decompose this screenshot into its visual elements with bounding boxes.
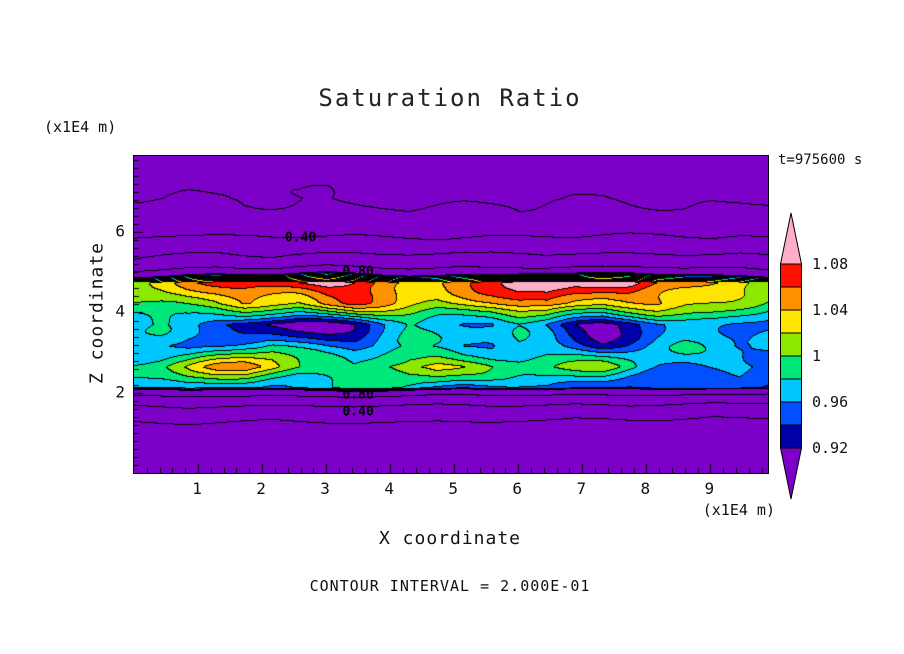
colorbar-tick-label: 0.92: [812, 439, 849, 457]
colorbar-segment: [780, 355, 802, 380]
colorbar: [779, 212, 803, 500]
colorbar-segment: [780, 263, 802, 288]
contour-line-label: 0.80: [342, 387, 374, 403]
colorbar-tick-label: 1.08: [812, 255, 849, 273]
colorbar-svg: [779, 212, 803, 500]
colorbar-segment: [780, 378, 802, 403]
x-tick-label: 4: [384, 479, 394, 498]
z-tick-label: 2: [115, 382, 125, 402]
colorbar-segment: [780, 286, 802, 311]
colorbar-top-arrow: [779, 212, 803, 265]
contour-interval-annotation: CONTOUR INTERVAL = 2.000E-01: [309, 577, 591, 595]
contour-field-canvas: [134, 156, 768, 473]
chart-title: Saturation Ratio: [318, 84, 582, 112]
time-annotation: t=975600 s: [778, 152, 863, 168]
x-tick-label: 2: [256, 479, 266, 498]
x-axis-unit-label: (x1E4 m): [702, 501, 775, 519]
contour-line-label: 0.40: [342, 404, 374, 420]
x-tick-label: 8: [640, 479, 651, 498]
x-tick-label: 7: [576, 479, 587, 498]
colorbar-bottom-arrow: [779, 447, 803, 500]
x-axis-label: X coordinate: [378, 528, 522, 549]
colorbar-segment: [780, 332, 802, 357]
contour-plot-area: 0.40 0.80 0.80 0.40: [133, 155, 769, 474]
x-tick-label: 6: [512, 479, 523, 498]
y-axis-label: Z coordinate: [86, 241, 108, 385]
x-tick-label: 1: [192, 479, 202, 498]
y-axis-unit-label: (x1E4 m): [44, 118, 117, 136]
x-tick-label: 3: [320, 479, 330, 498]
colorbar-segment: [780, 401, 802, 426]
colorbar-tick-label: 1: [812, 347, 822, 365]
colorbar-tick-label: 1.04: [812, 301, 849, 319]
colorbar-tick-label: 0.96: [812, 393, 849, 411]
x-tick-label: 5: [448, 479, 459, 498]
z-tick-label: 4: [115, 301, 125, 321]
colorbar-segment: [780, 424, 802, 449]
z-tick-label: 6: [115, 221, 125, 241]
contour-line-label: 0.80: [342, 264, 374, 280]
colorbar-segment: [780, 309, 802, 334]
x-tick-label: 9: [704, 479, 715, 498]
contour-line-label: 0.40: [284, 230, 317, 246]
